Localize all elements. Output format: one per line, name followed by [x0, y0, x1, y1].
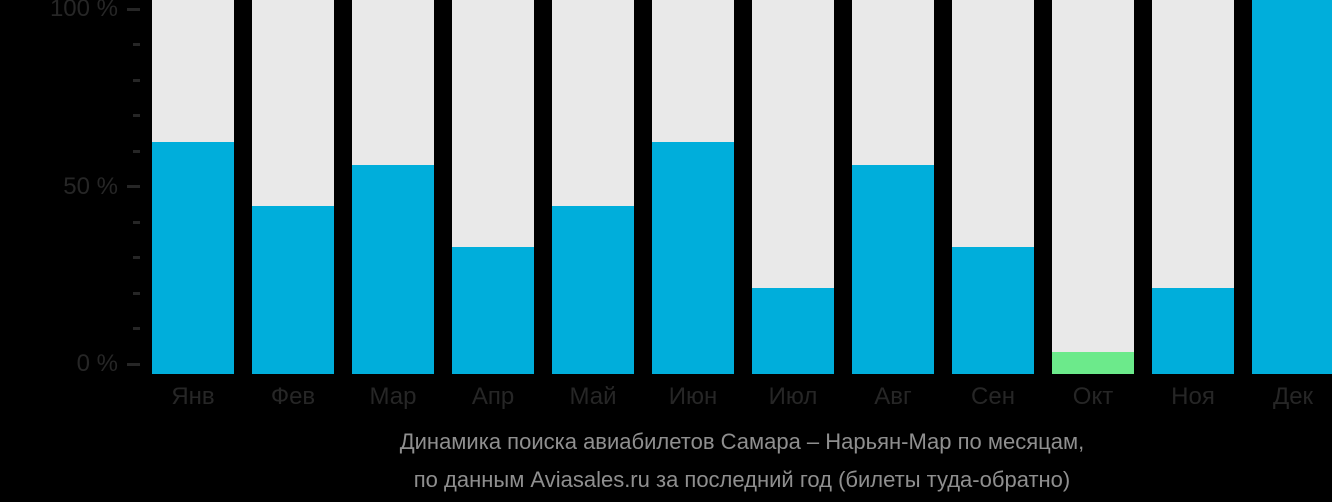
bar-value-10 — [1152, 287, 1234, 374]
month-label-1: Фев — [270, 383, 316, 410]
bar-value-4 — [552, 205, 634, 374]
month-label-0: Янв — [171, 383, 215, 410]
minor-tick-60 — [133, 149, 140, 153]
bar-track-9 — [1052, 0, 1134, 374]
minor-tick-20 — [133, 291, 140, 295]
bar-column-0 — [152, 0, 234, 374]
month-label-3: Апр — [471, 383, 515, 410]
bar-column-4 — [552, 0, 634, 374]
month-label-11: Дек — [1272, 383, 1314, 410]
minor-tick-90 — [133, 43, 140, 46]
chart-title: Динамика поиска авиабилетов Самара – Нар… — [399, 429, 1085, 454]
bar-value-9 — [1052, 351, 1134, 374]
major-tick-0 — [127, 362, 140, 366]
bar-column-5 — [652, 0, 734, 374]
month-label-2: Мар — [369, 383, 417, 410]
bar-column-10 — [1152, 0, 1234, 374]
bar-column-2 — [352, 0, 434, 374]
major-tick-50 — [127, 185, 140, 188]
bar-value-6 — [752, 287, 834, 374]
month-label-9: Окт — [1072, 383, 1114, 410]
bar-value-11 — [1252, 0, 1332, 374]
bar-column-11 — [1252, 0, 1332, 374]
y-axis-label-50: 50 % — [63, 172, 118, 200]
month-label-5: Июн — [668, 383, 718, 410]
minor-tick-80 — [133, 78, 140, 82]
month-label-10: Ноя — [1171, 383, 1215, 410]
bar-value-1 — [252, 205, 334, 374]
plot-area — [152, 0, 1332, 374]
minor-tick-70 — [133, 114, 140, 117]
major-tick-100 — [127, 7, 140, 11]
bar-value-3 — [452, 246, 534, 374]
month-label-4: Май — [569, 383, 617, 410]
bar-value-5 — [652, 142, 734, 374]
y-axis-label-0: 0 % — [76, 350, 118, 377]
bar-value-2 — [352, 164, 434, 374]
bar-column-9 — [1052, 0, 1134, 374]
month-label-6: Июл — [768, 383, 818, 410]
minor-tick-10 — [133, 327, 140, 330]
month-label-8: Сен — [971, 383, 1015, 410]
bar-value-7 — [852, 164, 934, 374]
minor-tick-30 — [133, 256, 140, 259]
bar-value-8 — [952, 246, 1034, 374]
bar-column-3 — [452, 0, 534, 374]
chart-subtitle: по данным Aviasales.ru за последний год … — [413, 467, 1071, 492]
bar-column-7 — [852, 0, 934, 374]
month-label-7: Авг — [874, 383, 912, 410]
bar-value-0 — [152, 142, 234, 374]
minor-tick-40 — [133, 220, 140, 224]
y-axis-label-100: 100 % — [49, 0, 118, 22]
bar-column-1 — [252, 0, 334, 374]
bar-column-8 — [952, 0, 1034, 374]
bar-column-6 — [752, 0, 834, 374]
